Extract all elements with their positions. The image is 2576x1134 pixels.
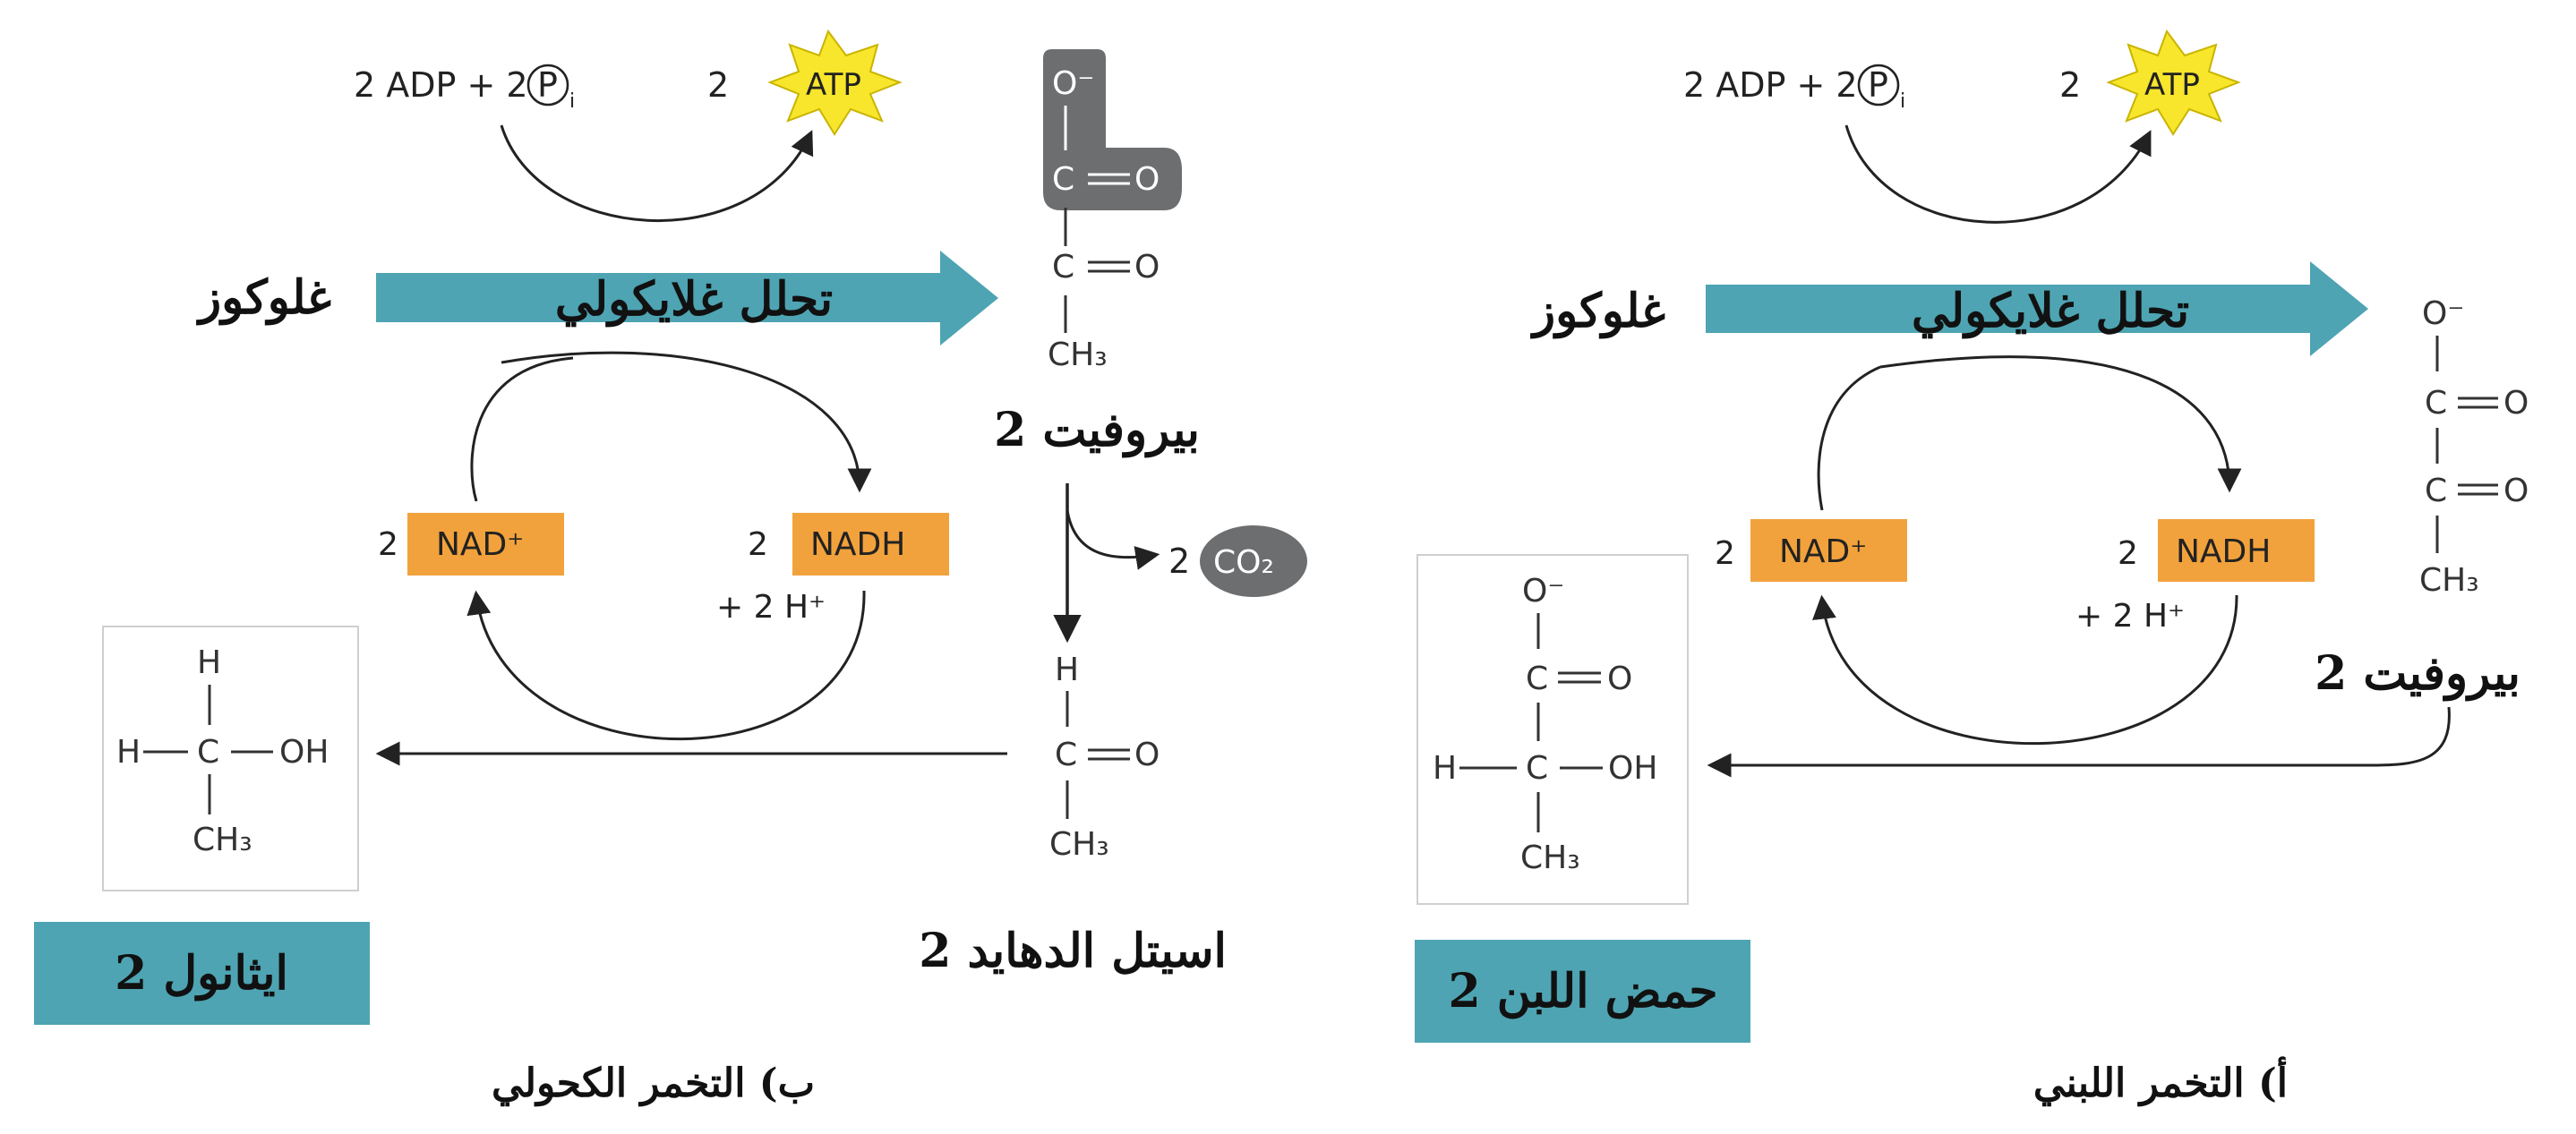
glycolysis-arrow-right (1706, 261, 2368, 356)
cycle-left-arc (470, 356, 574, 502)
pi-subscript-right: i (1900, 90, 1905, 113)
acetaldehyde-c: C (1055, 737, 1077, 773)
carboxylate-highlight (1043, 49, 1182, 210)
glycolysis-label: تحلل غلايكولي (555, 272, 833, 328)
nadh-box-right (2158, 519, 2315, 582)
nad-label-right: NAD⁺ (1779, 533, 1867, 570)
lactate-structure-box (1416, 554, 1689, 905)
atp-coefficient-right: 2 (2059, 65, 2081, 105)
lactate-c1: C (1526, 661, 1548, 697)
pyruvate-ch3: CH₃ (1048, 337, 1108, 373)
lactate-h: H (1433, 750, 1457, 787)
nad-reduction-arrow-right (1879, 355, 2242, 493)
ethanol-label-band (34, 922, 370, 1025)
pyruvate-o1-right: O (2503, 385, 2529, 422)
pyruvate-c2: C (1052, 249, 1074, 286)
phosphate-circle-icon-right (1857, 64, 1900, 107)
pyruvate-o2-right: O (2503, 473, 2529, 509)
h-plus-label: + 2 H⁺ (716, 589, 826, 626)
atp-star-icon-right (2106, 29, 2241, 136)
glycolysis-arrow (376, 251, 998, 345)
pyruvate-o-minus-right: O⁻ (2422, 295, 2464, 332)
pyruvate-label: 2 بيروفيت (994, 403, 1200, 458)
alcoholic-fermentation-panel: 2 ADP + 2 P i 2 ATP غلوكوز تحلل غلايكولي… (34, 29, 1307, 1107)
glycolysis-label-right: تحلل غلايكولي (1912, 284, 2189, 339)
adp-pi-label: 2 ADP + 2 (354, 65, 528, 105)
acetaldehyde-label: 2 اسيتل الدهايد (919, 924, 1227, 978)
pyruvate-o1: O (1134, 161, 1160, 198)
acetaldehyde-ch3: CH₃ (1049, 826, 1109, 863)
cycle-left-arc-right (1817, 365, 1881, 511)
co2-blob (1200, 525, 1307, 597)
pi-subscript: i (569, 90, 575, 113)
nad-coefficient: 2 (378, 526, 398, 563)
nadh-coefficient: 2 (748, 526, 768, 563)
nadh-coefficient-right: 2 (2118, 535, 2138, 572)
pyruvate-c1-right: C (2425, 385, 2447, 422)
pyruvate-c1: C (1052, 161, 1074, 198)
ethanol-structure-box (102, 626, 359, 891)
lactate-ch3: CH₃ (1520, 840, 1580, 876)
acetaldehyde-o: O (1134, 737, 1160, 773)
lactate-label-band (1415, 940, 1750, 1043)
nadh-label-right: NADH (2176, 533, 2271, 570)
nad-box-right (1750, 519, 1907, 582)
phosphate-circle-icon (526, 64, 569, 107)
atp-coefficient: 2 (707, 65, 729, 105)
nad-coefficient-right: 2 (1715, 535, 1735, 572)
ethanol-h-top: H (197, 644, 221, 681)
nad-box (407, 513, 564, 576)
nadh-oxidation-arrow (466, 590, 866, 741)
atp-label-right: ATP (2144, 67, 2200, 103)
glucose-label: غلوكوز (196, 270, 331, 326)
lactate-o: O (1607, 661, 1632, 697)
ethanol-label: 2 ايثانول (115, 946, 288, 1002)
pyruvate-ch3-right: CH₃ (2419, 562, 2479, 599)
pyruvate-c2-right: C (2425, 473, 2447, 509)
acetaldehyde-h: H (1055, 652, 1079, 688)
nadh-label: NADH (810, 526, 905, 563)
atp-label: ATP (806, 67, 861, 103)
h-plus-label-right: + 2 H⁺ (2075, 598, 2185, 635)
atp-synthesis-arrow (500, 124, 814, 222)
nad-label: NAD⁺ (436, 526, 524, 563)
co2-coefficient: 2 (1168, 541, 1190, 581)
co2-release-arrow (1065, 509, 1160, 570)
reduction-arrow-right (1707, 706, 2451, 778)
atp-synthesis-arrow-right (1844, 124, 2152, 224)
atp-star-icon (767, 29, 903, 136)
pi-symbol: P (537, 65, 558, 105)
ethanol-h-left: H (116, 734, 141, 771)
nad-reduction-arrow (501, 351, 872, 493)
pyruvate-o-minus: O⁻ (1052, 65, 1094, 102)
lactate-o-minus: O⁻ (1522, 573, 1564, 610)
lactate-c2: C (1526, 750, 1548, 787)
lactate-oh: OH (1608, 750, 1657, 787)
pi-symbol-right: P (1868, 65, 1888, 105)
pyruvate-label-right: 2 بيروفيت (2315, 646, 2520, 702)
co2-label: CO₂ (1213, 544, 1274, 581)
nadh-oxidation-arrow-right (1812, 594, 2238, 746)
ethanol-ch3: CH₃ (193, 822, 252, 858)
glucose-label-right: غلوكوز (1530, 284, 1665, 339)
lactic-caption: أ) التخمر اللبني (2033, 1056, 2288, 1107)
pyruvate-o2: O (1134, 249, 1160, 286)
lactate-label: 2 حمض اللبن (1448, 964, 1717, 1019)
alcoholic-caption: ب) التخمر الكحولي (492, 1061, 815, 1107)
adp-pi-label-right: 2 ADP + 2 (1683, 65, 1858, 105)
lactic-fermentation-panel: 2 ADP + 2 P i 2 ATP غلوكوز تحلل غلايكولي… (1415, 29, 2529, 1107)
ethanol-c: C (197, 734, 219, 771)
ethanol-oh: OH (279, 734, 329, 771)
nadh-box (792, 513, 949, 576)
